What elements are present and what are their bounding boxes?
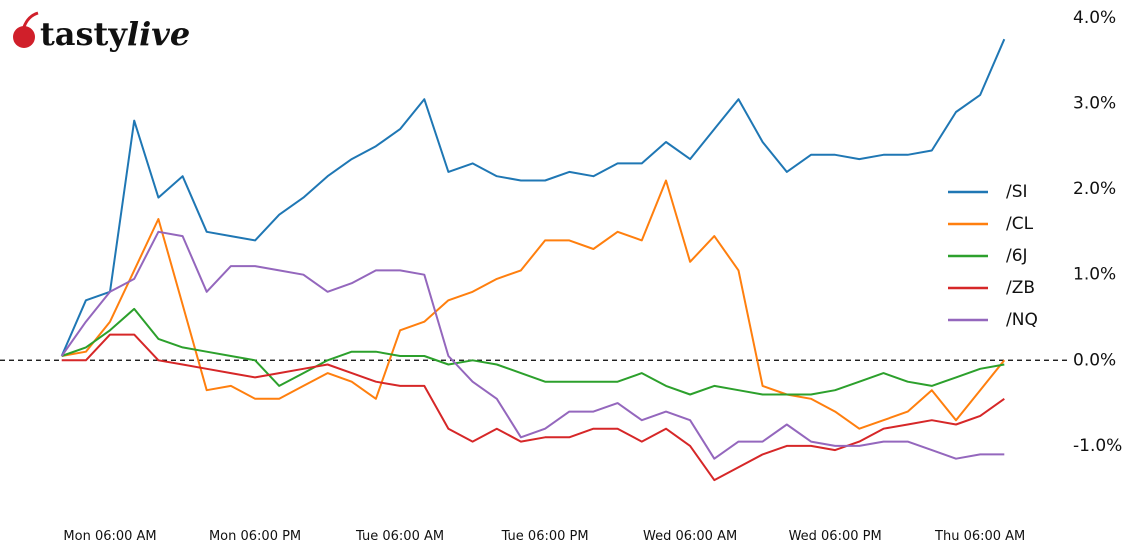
y-tick-label: -1.0% (1073, 436, 1122, 456)
logo-italic: live (127, 15, 190, 53)
y-tick-label: 0.0% (1073, 350, 1116, 370)
legend-label: /ZB (1006, 278, 1035, 298)
x-tick-label: Mon 06:00 PM (209, 529, 301, 544)
logo-stem (22, 11, 39, 28)
x-tick-label: Wed 06:00 PM (789, 529, 882, 544)
legend-label: /NQ (1006, 310, 1038, 330)
legend-label: /SI (1006, 182, 1028, 202)
legend-label: /6J (1006, 246, 1028, 266)
series-line (61, 307, 1005, 396)
logo: tastylive (13, 11, 190, 53)
logo-bold: tasty (40, 15, 128, 53)
series-line (61, 179, 1006, 430)
x-tick-label: Mon 06:00 AM (63, 529, 156, 544)
series-line (60, 230, 1005, 460)
y-tick-label: 4.0% (1073, 8, 1116, 28)
x-tick-label: Wed 06:00 AM (643, 529, 737, 544)
logo-cherry (13, 26, 35, 48)
x-tick-label: Thu 06:00 AM (934, 529, 1025, 544)
y-tick-label: 1.0% (1073, 265, 1116, 285)
series-line (60, 38, 1006, 357)
y-tick-label: 3.0% (1073, 93, 1116, 113)
x-tick-label: Tue 06:00 AM (355, 529, 444, 544)
series-line (61, 333, 1005, 482)
legend-label: /CL (1006, 214, 1034, 234)
x-tick-label: Tue 06:00 PM (501, 529, 589, 544)
logo-text: tastylive (40, 15, 190, 53)
y-tick-label: 2.0% (1073, 179, 1116, 199)
